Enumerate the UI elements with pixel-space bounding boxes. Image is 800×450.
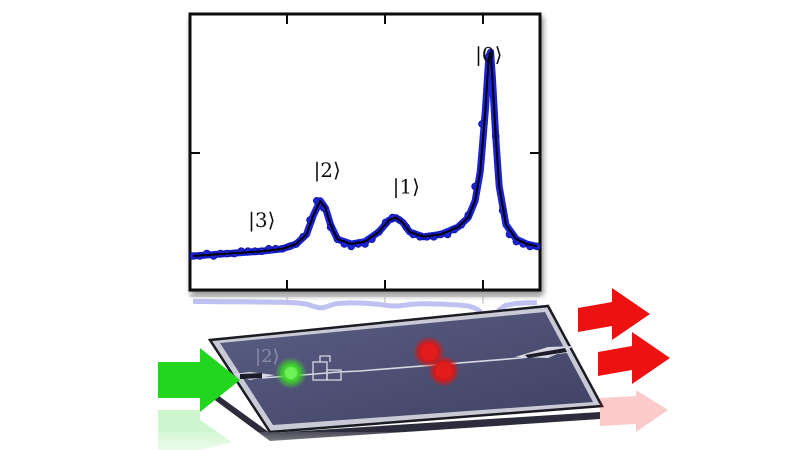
qubit-structure	[312, 355, 342, 381]
chip-side	[208, 388, 600, 441]
spectrum-plot: |3⟩ |2⟩ |1⟩ |0⟩	[188, 12, 542, 292]
curve-reflection	[192, 298, 538, 328]
input-port-gap	[240, 373, 262, 379]
annotation-ket-0: |0⟩	[475, 43, 502, 68]
device-chip: |2⟩	[207, 304, 605, 441]
qubit-core	[285, 367, 297, 379]
chip-substrate	[220, 312, 593, 425]
output-arrow-lower-reflection	[600, 390, 668, 432]
plot-reflection	[190, 295, 540, 328]
reflection-label: |2⟩	[255, 346, 280, 367]
output-port-gap	[525, 348, 567, 358]
annotation-ket-2: |2⟩	[314, 158, 341, 183]
photon-1	[421, 344, 437, 360]
annotation-ket-3: |3⟩	[248, 208, 275, 233]
input-arrow-shape	[158, 348, 240, 412]
fit-curve	[192, 51, 538, 257]
output-arrow-lower	[598, 332, 670, 432]
output-arrow-upper-shape	[578, 288, 650, 340]
output-arrow-lower-shape	[598, 332, 670, 384]
annotation-ket-1: |1⟩	[393, 175, 420, 200]
floor-fade	[150, 432, 690, 450]
output-arrow-upper	[578, 288, 650, 340]
photon-2	[436, 363, 452, 379]
